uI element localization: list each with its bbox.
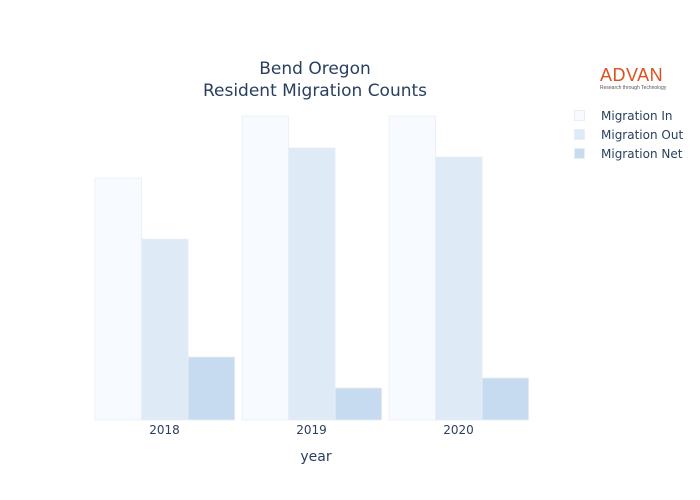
x-tick-label: 2018 <box>149 423 180 437</box>
legend-swatch <box>574 110 585 121</box>
legend-item-migration-net[interactable]: Migration Net <box>574 144 683 163</box>
x-tick-label: 2020 <box>443 423 474 437</box>
bar-migration-out-2018[interactable] <box>141 238 189 421</box>
legend: Migration In Migration Out Migration Net <box>574 106 683 163</box>
legend-swatch <box>574 148 585 159</box>
bar-migration-out-2020[interactable] <box>435 156 483 421</box>
x-tick-labels: 2018 2019 2020 <box>149 423 474 437</box>
bar-migration-net-2019[interactable] <box>334 387 383 421</box>
x-axis-title: year <box>300 449 331 465</box>
legend-label: Migration Net <box>601 146 683 161</box>
legend-label: Migration In <box>601 108 673 123</box>
bar-migration-in-2020[interactable] <box>388 115 436 421</box>
legend-item-migration-in[interactable]: Migration In <box>574 106 683 125</box>
x-tick-label: 2019 <box>296 423 327 437</box>
advan-logo: ADVAN Research through Technology <box>600 66 680 91</box>
bar-migration-out-2019[interactable] <box>288 147 336 421</box>
legend-label: Migration Out <box>601 127 684 142</box>
bar-migration-in-2018[interactable] <box>94 177 142 421</box>
chart-title-line1: Bend Oregon <box>259 59 371 79</box>
legend-swatch <box>574 129 585 140</box>
bar-migration-net-2018[interactable] <box>187 356 236 421</box>
logo-tagline: Research through Technology <box>600 85 667 91</box>
bar-migration-in-2019[interactable] <box>241 115 289 421</box>
logo-wordmark: ADVAN <box>600 65 664 85</box>
bar-migration-net-2020[interactable] <box>481 377 530 421</box>
bars-layer <box>94 115 530 421</box>
legend-item-migration-out[interactable]: Migration Out <box>574 125 683 144</box>
chart-title-line2: Resident Migration Counts <box>202 81 428 101</box>
